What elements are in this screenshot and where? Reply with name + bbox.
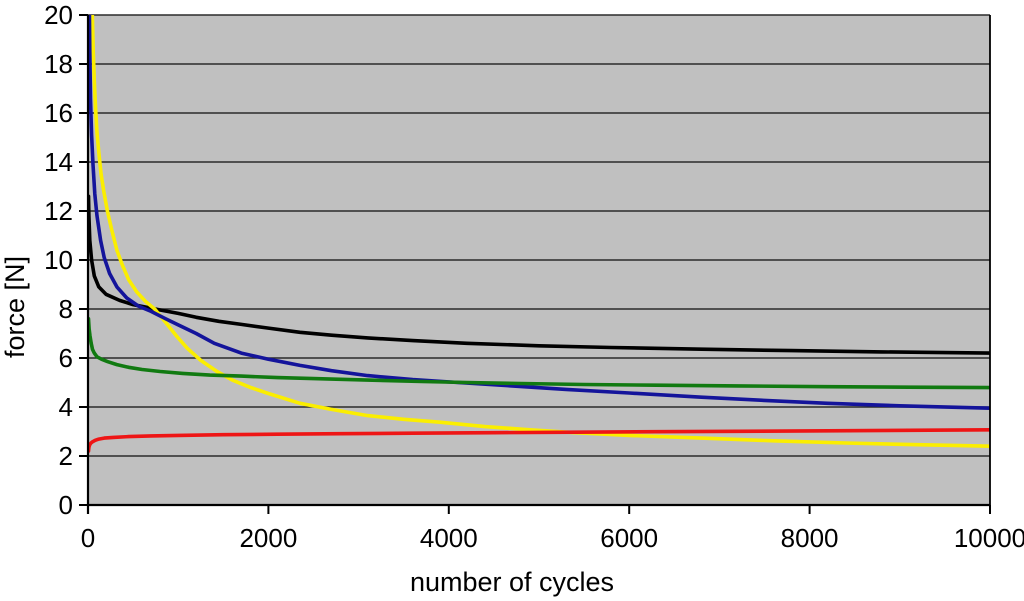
y-tick-label-16: 16: [44, 98, 73, 128]
x-axis-title: number of cycles: [410, 567, 614, 597]
series-line-green: [88, 316, 990, 390]
y-tick-label-4: 4: [59, 392, 73, 422]
x-tick-label-6000: 6000: [600, 523, 658, 553]
y-axis-title: force [N]: [0, 256, 30, 358]
x-tick-label-10000: 10000: [954, 523, 1024, 553]
y-tick-label-8: 8: [59, 294, 73, 324]
y-tick-label-10: 10: [44, 245, 73, 275]
y-tick-label-20: 20: [44, 0, 73, 30]
y-tick-label-6: 6: [59, 343, 73, 373]
series-line-red: [88, 427, 990, 453]
series-line-black: [88, 194, 990, 355]
x-tick-label-0: 0: [81, 523, 95, 553]
series-line-blue: [88, 15, 990, 411]
y-tick-label-2: 2: [59, 441, 73, 471]
x-tick-label-2000: 2000: [239, 523, 297, 553]
x-tick-label-4000: 4000: [420, 523, 478, 553]
x-tick-label-8000: 8000: [781, 523, 839, 553]
y-tick-label-0: 0: [59, 490, 73, 520]
y-tick-label-12: 12: [44, 196, 73, 226]
y-tick-label-14: 14: [44, 147, 73, 177]
y-tick-label-18: 18: [44, 49, 73, 79]
